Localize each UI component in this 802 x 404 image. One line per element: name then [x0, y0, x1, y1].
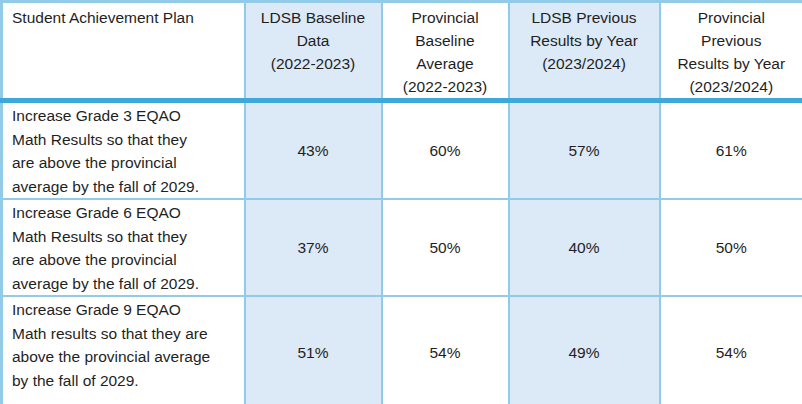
value-cell: 60%	[382, 101, 509, 200]
column-header-provincial-previous-results: Provincial Previous Results by Year (202…	[660, 2, 802, 101]
value-cell: 54%	[660, 296, 802, 404]
column-header-student-achievement-plan: Student Achievement Plan	[2, 2, 245, 101]
table-row-grade-6: Increase Grade 6 EQAO Math Results so th…	[2, 199, 802, 296]
value-cell: 57%	[509, 101, 660, 200]
value-cell: 37%	[245, 199, 382, 296]
column-header-ldsb-previous-results: LDSB Previous Results by Year (2023/2024…	[509, 2, 660, 101]
value-cell: 49%	[509, 296, 660, 404]
value-cell: 54%	[382, 296, 509, 404]
achievement-plan-table: Student Achievement Plan LDSB Baseline D…	[0, 0, 802, 404]
goal-cell-grade-9: Increase Grade 9 EQAO Math results so th…	[2, 296, 245, 404]
value-cell: 50%	[382, 199, 509, 296]
achievement-plan-table-container: Student Achievement Plan LDSB Baseline D…	[0, 0, 802, 404]
value-cell: 50%	[660, 199, 802, 296]
column-header-ldsb-baseline-data: LDSB Baseline Data (2022-2023)	[245, 2, 382, 101]
table-row-grade-9: Increase Grade 9 EQAO Math results so th…	[2, 296, 802, 404]
table-row-grade-3: Increase Grade 3 EQAO Math Results so th…	[2, 101, 802, 200]
value-cell: 43%	[245, 101, 382, 200]
value-cell: 61%	[660, 101, 802, 200]
goal-cell-grade-6: Increase Grade 6 EQAO Math Results so th…	[2, 199, 245, 296]
goal-cell-grade-3: Increase Grade 3 EQAO Math Results so th…	[2, 101, 245, 200]
value-cell: 40%	[509, 199, 660, 296]
value-cell: 51%	[245, 296, 382, 404]
table-header-row: Student Achievement Plan LDSB Baseline D…	[2, 2, 802, 101]
column-header-provincial-baseline-average: Provincial Baseline Average (2022-2023)	[382, 2, 509, 101]
